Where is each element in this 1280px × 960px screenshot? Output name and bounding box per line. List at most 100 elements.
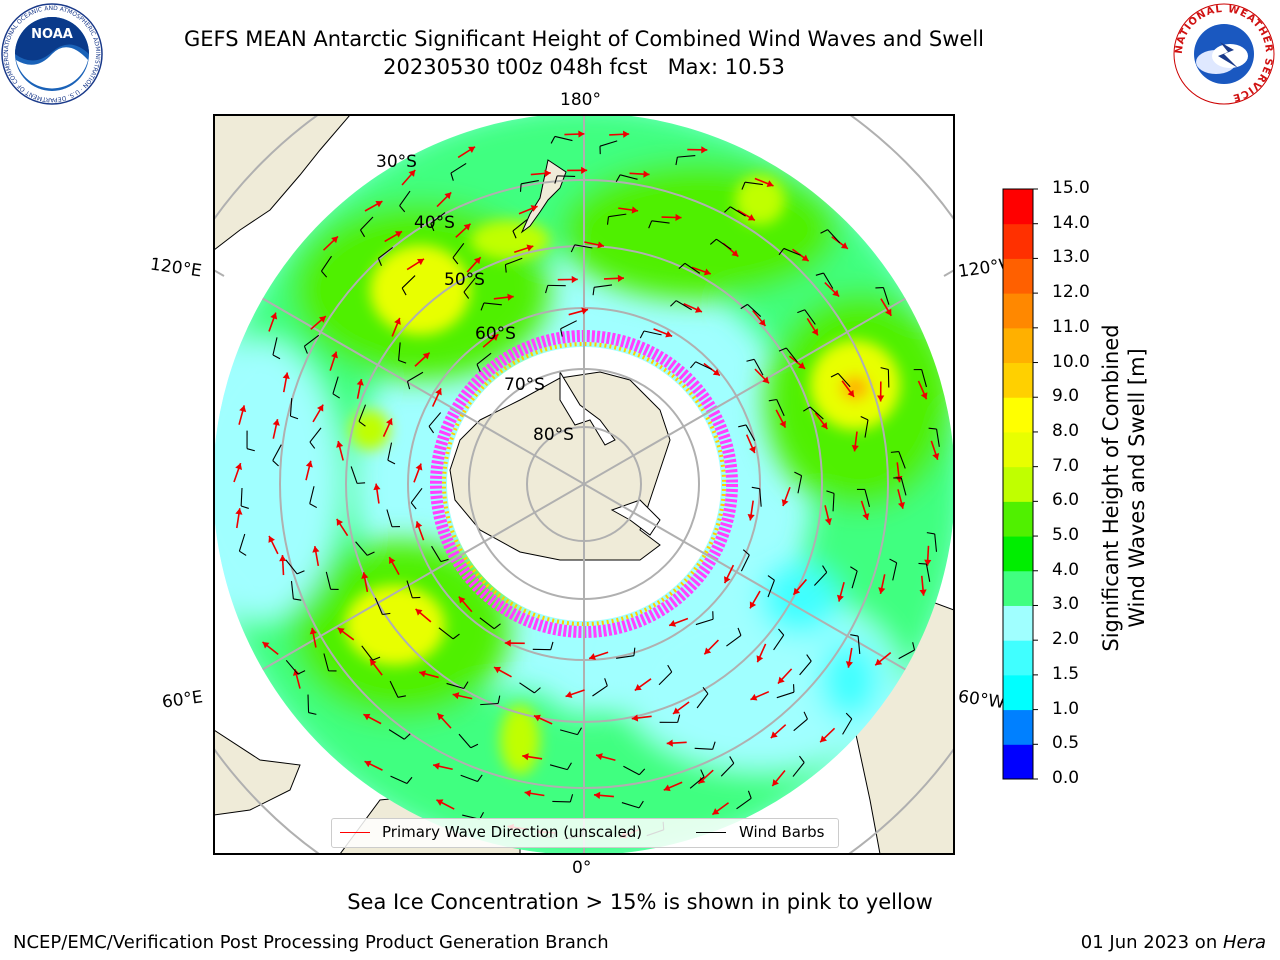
wave-arrow — [312, 546, 320, 566]
wave-arrow — [792, 248, 810, 262]
wind-barb — [913, 369, 928, 388]
wind-barb — [398, 342, 407, 364]
wave-arrow — [279, 555, 287, 576]
wind-barb — [850, 634, 861, 655]
wave-arrow — [691, 266, 712, 276]
wave-arrow — [634, 678, 652, 692]
wind-barb — [893, 477, 907, 496]
wind-barb — [549, 762, 572, 771]
wind-barb — [803, 406, 824, 420]
colorbar-tick-label: 1.5 — [1052, 663, 1080, 684]
wave-arrow — [337, 627, 355, 641]
wave-arrow — [238, 405, 247, 425]
wave-arrow — [322, 235, 339, 251]
wind-barb — [813, 565, 828, 586]
colorbar-swatch — [1003, 397, 1033, 433]
wave-arrow — [436, 799, 455, 810]
wave-arrow — [792, 578, 807, 596]
wind-barb — [778, 247, 801, 256]
wave-arrow — [518, 205, 538, 215]
wind-barb — [323, 653, 337, 672]
footer-machine: Hera — [1222, 932, 1266, 953]
sea-ice-note: Sea Ice Concentration > 15% is shown in … — [347, 890, 933, 914]
wave-arrow — [564, 130, 585, 138]
wave-arrow — [522, 753, 543, 761]
wind-barb — [856, 488, 871, 508]
colorbar-tick-label: 13.0 — [1052, 247, 1090, 268]
wave-arrow — [745, 434, 756, 454]
wave-arrow — [419, 670, 439, 679]
wind-barb — [552, 794, 574, 803]
wind-barb — [309, 427, 322, 449]
colorbar-tick-label: 4.0 — [1052, 559, 1080, 580]
wave-arrow — [595, 753, 616, 761]
wave-arrow — [668, 617, 689, 627]
wave-arrow — [752, 310, 767, 327]
wind-barb — [794, 471, 803, 494]
map-frame-border — [213, 114, 955, 855]
wind-barb — [648, 220, 670, 229]
colorbar-swatch — [1003, 223, 1033, 259]
lat-label-70s: 70°S — [504, 375, 545, 395]
footer-right: 01 Jun 2023 on Hera — [1081, 932, 1266, 953]
colorbar-swatch — [1003, 605, 1033, 641]
wave-arrow — [781, 487, 791, 507]
colorbar-tick-label: 9.0 — [1052, 386, 1080, 407]
wind-barb — [431, 545, 449, 563]
wind-barb — [767, 575, 775, 598]
wave-arrow — [431, 388, 442, 407]
wind-barb — [778, 347, 798, 363]
wave-arrow — [771, 770, 786, 787]
wind-barb — [776, 684, 795, 699]
map-legend: Primary Wave Direction (unscaled) Wind B… — [331, 818, 839, 848]
wind-barb — [550, 135, 573, 144]
wind-barb — [361, 645, 381, 661]
antarctica-land — [449, 371, 671, 561]
wave-arrow — [391, 317, 401, 337]
wave-arrow — [336, 440, 344, 461]
lat-label-80s: 80°S — [533, 425, 574, 445]
wave-arrow — [436, 191, 452, 208]
wind-barb — [479, 617, 501, 630]
wave-arrow — [514, 244, 534, 254]
wind-barb — [694, 741, 716, 750]
australia-land — [214, 115, 351, 251]
wind-barbs — [238, 135, 940, 840]
colorbar-tick-label: 0.0 — [1052, 768, 1080, 788]
wave-arrow — [806, 317, 819, 336]
wave-arrow — [493, 666, 512, 678]
wind-barb — [290, 580, 302, 601]
wind-barb — [309, 486, 318, 509]
wave-arrow — [609, 130, 630, 138]
wind-barb — [599, 140, 618, 155]
wind-barb — [332, 376, 341, 399]
wave-arrow — [413, 463, 423, 483]
colorbar-label-line2: Wind Waves and Swell [m] — [1125, 348, 1149, 628]
wind-barb — [799, 654, 812, 676]
wave-arrow — [631, 714, 652, 722]
wave-arrow — [557, 275, 578, 284]
wind-barb — [830, 372, 851, 388]
wind-barb — [695, 611, 714, 626]
wave-arrow — [388, 556, 400, 575]
colorbar-swatch — [1003, 674, 1033, 711]
wave-arrow — [819, 727, 836, 743]
wind-barb — [446, 681, 469, 689]
colorbar-tick-label: 12.0 — [1052, 282, 1090, 303]
wind-barb — [918, 562, 931, 582]
wave-arrow — [824, 505, 832, 525]
wind-barb — [358, 404, 367, 427]
wave-arrow — [567, 166, 588, 174]
wave-arrow — [493, 293, 514, 301]
wave-arrow — [930, 440, 940, 461]
wind-barb — [406, 371, 424, 390]
wind-barb — [880, 367, 890, 388]
colorbar-swatch — [1003, 431, 1033, 468]
colorbar-swatch — [1003, 189, 1033, 225]
wind-barb — [325, 571, 339, 591]
wave-arrow — [310, 315, 327, 330]
wave-arrow — [851, 431, 859, 452]
wind-barb — [689, 769, 705, 789]
wind-barb — [875, 286, 890, 305]
wind-barb — [773, 628, 785, 651]
